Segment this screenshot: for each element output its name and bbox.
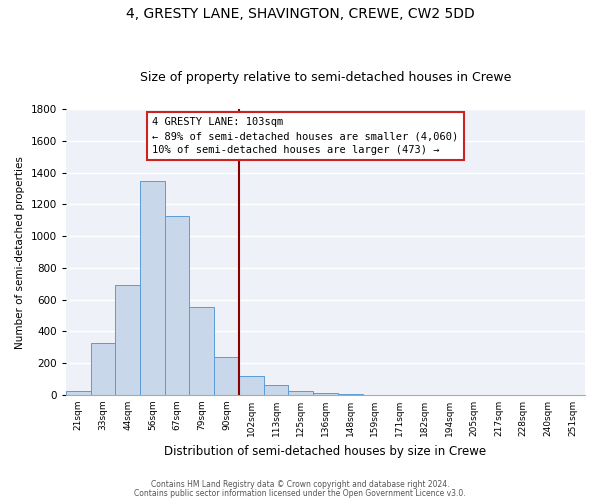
- Bar: [115, 284, 140, 395]
- Bar: [239, 376, 263, 395]
- Text: 4, GRESTY LANE, SHAVINGTON, CREWE, CW2 5DD: 4, GRESTY LANE, SHAVINGTON, CREWE, CW2 5…: [125, 8, 475, 22]
- Title: Size of property relative to semi-detached houses in Crewe: Size of property relative to semi-detach…: [140, 72, 511, 85]
- Bar: [190, 307, 214, 395]
- Bar: [263, 384, 289, 395]
- Bar: [91, 344, 115, 395]
- Bar: [289, 391, 313, 395]
- Bar: [338, 394, 362, 395]
- Bar: [165, 216, 190, 395]
- X-axis label: Distribution of semi-detached houses by size in Crewe: Distribution of semi-detached houses by …: [164, 444, 487, 458]
- Bar: [140, 182, 165, 395]
- Text: Contains HM Land Registry data © Crown copyright and database right 2024.: Contains HM Land Registry data © Crown c…: [151, 480, 449, 489]
- Text: Contains public sector information licensed under the Open Government Licence v3: Contains public sector information licen…: [134, 488, 466, 498]
- Bar: [214, 357, 239, 395]
- Y-axis label: Number of semi-detached properties: Number of semi-detached properties: [15, 156, 25, 348]
- Bar: [313, 392, 338, 395]
- Text: 4 GRESTY LANE: 103sqm
← 89% of semi-detached houses are smaller (4,060)
10% of s: 4 GRESTY LANE: 103sqm ← 89% of semi-deta…: [152, 117, 458, 155]
- Bar: [66, 391, 91, 395]
